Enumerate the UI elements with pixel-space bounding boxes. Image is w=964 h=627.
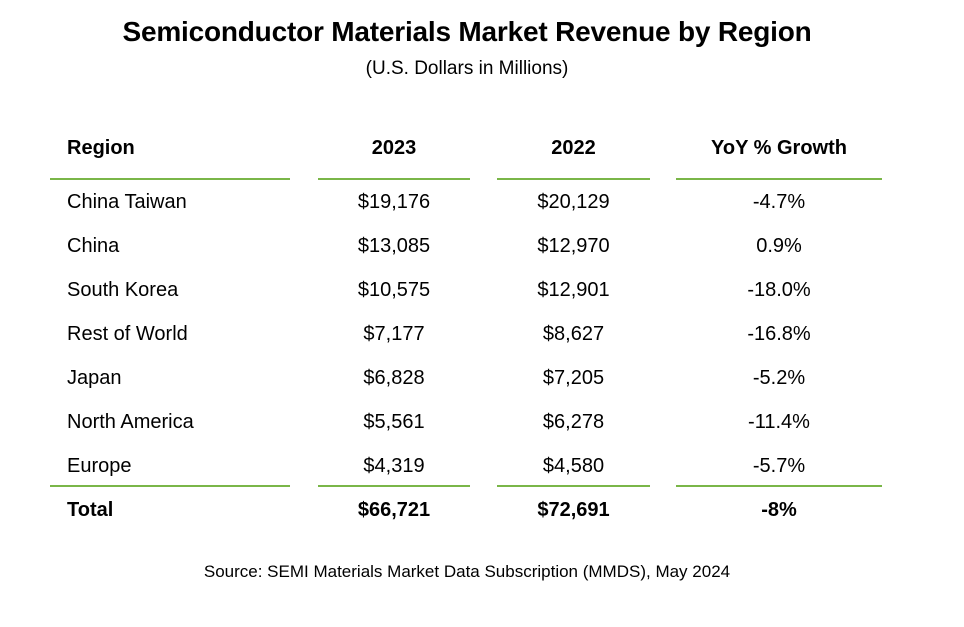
source-note: Source: SEMI Materials Market Data Subsc… [203, 562, 731, 581]
growth-cell: 0.9% [756, 235, 802, 257]
total-2022: $72,691 [537, 499, 610, 521]
region-cell: Japan [67, 367, 122, 389]
value-2023-cell: $6,828 [363, 367, 425, 389]
value-2023-cell: $13,085 [357, 235, 431, 257]
value-2022-cell: $12,970 [537, 235, 610, 257]
total-rule [497, 485, 650, 487]
region-cell: China Taiwan [67, 191, 187, 213]
value-2023-cell: $10,575 [357, 279, 431, 301]
region-cell: China [67, 235, 120, 257]
growth-cell: -18.0% [747, 279, 811, 301]
region-cell: Europe [67, 455, 132, 477]
region-cell: Rest of World [67, 323, 188, 345]
value-2022-cell: $4,580 [542, 455, 605, 477]
value-2023-cell: $5,561 [363, 411, 425, 433]
value-2022-cell: $12,901 [537, 279, 610, 301]
page-subtitle: (U.S. Dollars in Millions) [365, 58, 569, 79]
region-cell: North America [67, 411, 194, 433]
header-region: Region [67, 137, 135, 159]
value-2022-cell: $20,129 [537, 191, 610, 213]
header-rule [497, 178, 650, 180]
value-2022-cell: $8,627 [542, 323, 605, 345]
total-rule [318, 485, 470, 487]
header-rule [50, 178, 290, 180]
growth-cell: -11.4% [748, 411, 810, 433]
value-2023-cell: $4,319 [363, 455, 425, 477]
total-rule [50, 485, 290, 487]
header-rule [318, 178, 470, 180]
growth-cell: -5.2% [752, 367, 806, 389]
growth-cell: -5.7% [752, 455, 806, 477]
header-2022: 2022 [551, 137, 596, 159]
value-2022-cell: $7,205 [542, 367, 605, 389]
value-2023-cell: $7,177 [363, 323, 425, 345]
region-cell: South Korea [67, 279, 179, 301]
total-rule [676, 485, 882, 487]
total-2023: $66,721 [357, 499, 431, 521]
total-label: Total [67, 499, 114, 521]
header-2023: 2023 [371, 137, 417, 159]
growth-cell: -4.7% [752, 191, 806, 213]
growth-cell: -16.8% [747, 323, 811, 345]
total-growth: -8% [761, 499, 797, 521]
value-2022-cell: $6,278 [542, 411, 605, 433]
value-2023-cell: $19,176 [357, 191, 431, 213]
header-yoy-growth: YoY % Growth [711, 137, 847, 159]
header-rule [676, 178, 882, 180]
page-title: Semiconductor Materials Market Revenue b… [122, 16, 812, 47]
